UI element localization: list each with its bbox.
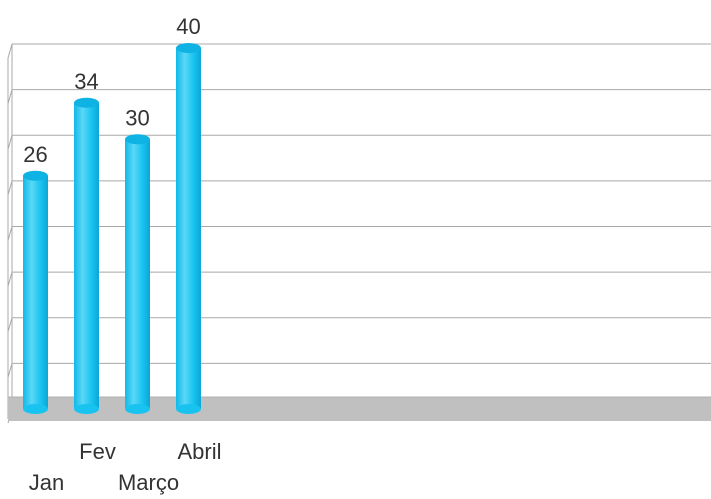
bar-body <box>176 48 201 409</box>
bar-base <box>125 404 150 414</box>
gridline-depth <box>7 135 13 150</box>
bar-top <box>176 43 201 53</box>
bar-body <box>23 175 48 409</box>
x-tick-label: Março <box>118 470 179 495</box>
data-label: 26 <box>23 142 47 167</box>
x-tick-label: Abril <box>177 439 221 464</box>
bar-top <box>74 97 99 108</box>
bar <box>74 97 99 414</box>
bar-top <box>125 134 150 145</box>
gridline-depth <box>7 180 13 196</box>
bar-base <box>176 404 201 414</box>
bar <box>23 170 48 414</box>
bar <box>176 43 201 414</box>
bar-base <box>74 404 99 414</box>
floor-slab <box>8 397 711 421</box>
x-tick-label: Jan <box>29 470 64 495</box>
x-tick-label: Fev <box>79 439 116 464</box>
data-label: 30 <box>125 105 149 130</box>
gridline-depth <box>7 271 13 287</box>
gridline-depth <box>7 363 13 378</box>
gridline-depth <box>7 43 13 59</box>
gridline-depth <box>7 226 13 241</box>
gridline-depth <box>7 89 13 104</box>
bar-top <box>23 170 48 181</box>
gridline-depth <box>7 317 13 332</box>
bar-base <box>23 404 48 414</box>
data-label: 40 <box>176 14 200 39</box>
bars <box>23 43 201 414</box>
grid-lines <box>7 43 711 424</box>
bar <box>125 134 150 414</box>
data-label: 34 <box>74 69 98 94</box>
chart-floor <box>8 396 711 421</box>
bar-body <box>74 102 99 409</box>
bar-body <box>125 139 150 409</box>
